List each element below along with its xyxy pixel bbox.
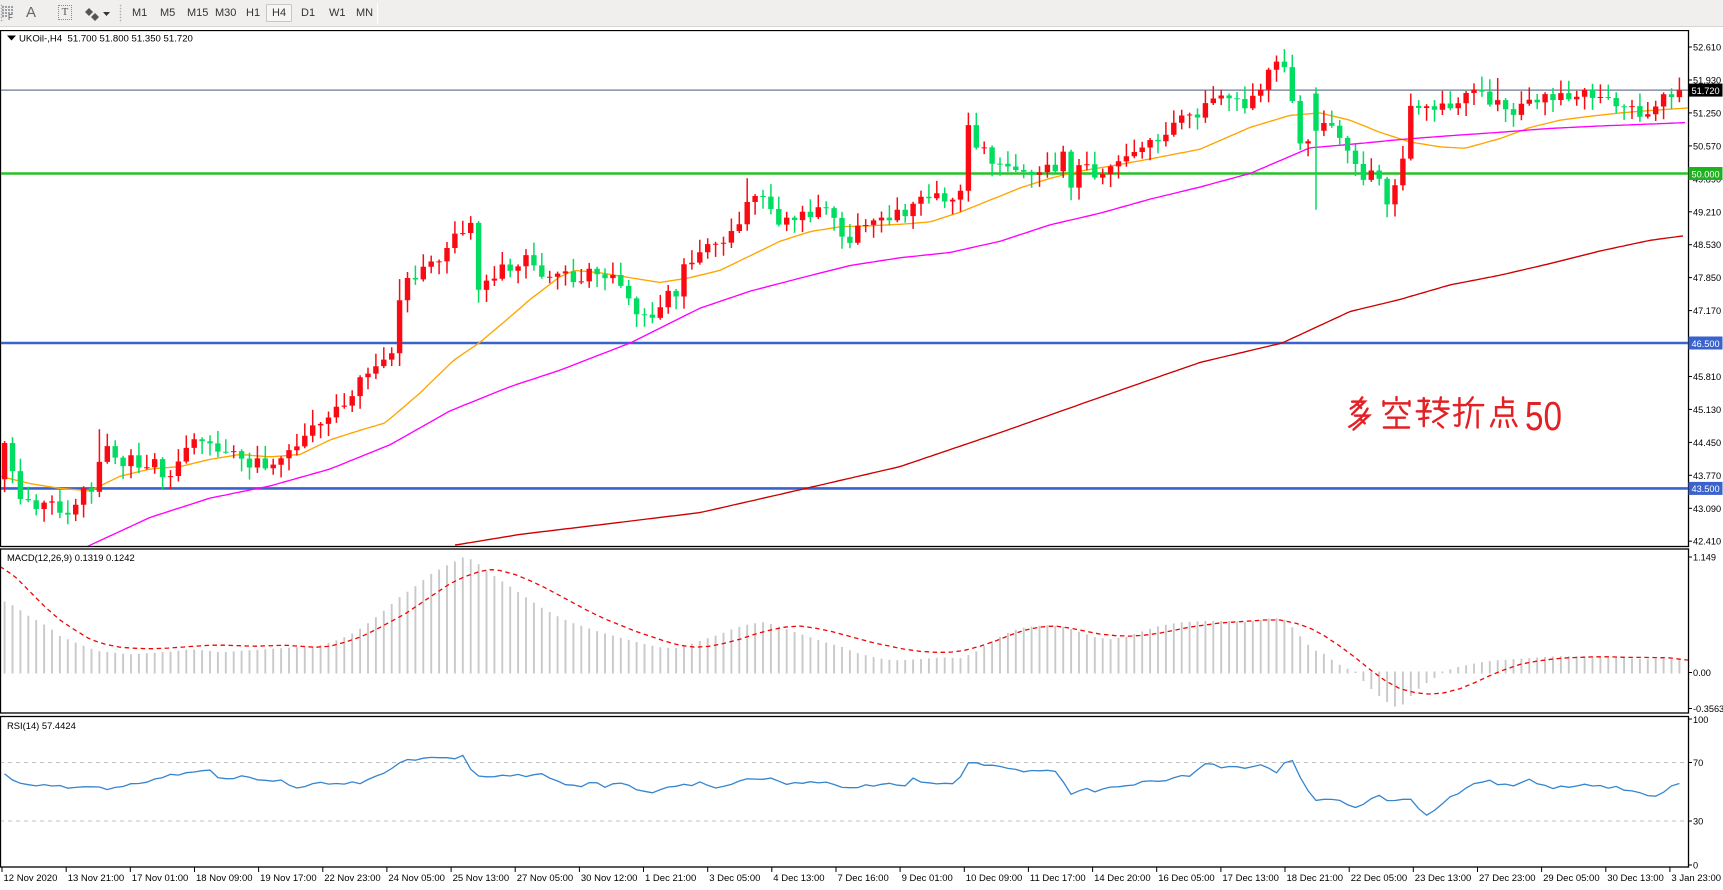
svg-text:10 Dec 09:00: 10 Dec 09:00 — [966, 873, 1023, 884]
svg-text:3 Dec 05:00: 3 Dec 05:00 — [709, 873, 760, 884]
svg-text:22 Dec 05:00: 22 Dec 05:00 — [1351, 873, 1408, 884]
svg-text:11 Dec 17:00: 11 Dec 17:00 — [1030, 873, 1086, 884]
svg-text:16 Dec 05:00: 16 Dec 05:00 — [1158, 873, 1215, 884]
svg-text:50.570: 50.570 — [1693, 141, 1721, 151]
svg-text:13 Nov 21:00: 13 Nov 21:00 — [68, 873, 125, 884]
svg-text:30 Nov 12:00: 30 Nov 12:00 — [581, 873, 638, 884]
svg-text:-0.3563: -0.3563 — [1693, 704, 1723, 714]
svg-text:51.250: 51.250 — [1693, 108, 1721, 118]
svg-text:47.850: 47.850 — [1693, 273, 1721, 283]
svg-text:9 Dec 01:00: 9 Dec 01:00 — [902, 873, 953, 884]
svg-text:24 Nov 05:00: 24 Nov 05:00 — [388, 873, 445, 884]
svg-text:47.170: 47.170 — [1693, 306, 1721, 316]
svg-text:29 Dec 05:00: 29 Dec 05:00 — [1543, 873, 1600, 884]
svg-text:MACD(12,26,9) 0.1319 0.1242: MACD(12,26,9) 0.1319 0.1242 — [7, 552, 135, 563]
svg-text:19 Nov 17:00: 19 Nov 17:00 — [260, 873, 317, 884]
svg-text:51.930: 51.930 — [1693, 76, 1721, 86]
svg-text:51.720: 51.720 — [1692, 86, 1720, 96]
svg-text:27 Dec 23:00: 27 Dec 23:00 — [1479, 873, 1536, 884]
svg-text:18 Nov 09:00: 18 Nov 09:00 — [196, 873, 253, 884]
svg-text:12 Nov 2020: 12 Nov 2020 — [4, 873, 58, 884]
svg-text:25 Nov 13:00: 25 Nov 13:00 — [453, 873, 510, 884]
svg-text:30: 30 — [1693, 817, 1703, 827]
svg-text:F: F — [8, 13, 13, 20]
svg-text:30 Dec 13:00: 30 Dec 13:00 — [1607, 873, 1664, 884]
svg-text:17 Dec 13:00: 17 Dec 13:00 — [1222, 873, 1279, 884]
svg-text:50: 50 — [1525, 393, 1562, 439]
svg-text:42.410: 42.410 — [1693, 537, 1721, 547]
svg-text:45.810: 45.810 — [1693, 372, 1721, 382]
svg-text:1.149: 1.149 — [1693, 553, 1716, 563]
svg-text:22 Nov 23:00: 22 Nov 23:00 — [324, 873, 381, 884]
svg-text:50.000: 50.000 — [1692, 169, 1720, 179]
svg-text:43.090: 43.090 — [1693, 504, 1721, 514]
svg-text:27 Nov 05:00: 27 Nov 05:00 — [517, 873, 574, 884]
svg-text:1 Dec 21:00: 1 Dec 21:00 — [645, 873, 696, 884]
svg-text:100: 100 — [1693, 715, 1708, 725]
svg-text:18 Dec 21:00: 18 Dec 21:00 — [1287, 873, 1344, 884]
svg-text:23 Dec 13:00: 23 Dec 13:00 — [1415, 873, 1472, 884]
svg-text:17 Nov 01:00: 17 Nov 01:00 — [132, 873, 189, 884]
svg-text:3 Jan 23:00: 3 Jan 23:00 — [1671, 873, 1721, 884]
svg-text:RSI(14) 57.4424: RSI(14) 57.4424 — [7, 720, 76, 731]
svg-text:4 Dec 13:00: 4 Dec 13:00 — [773, 873, 824, 884]
svg-text:UKOil-,H4 51.700 51.800 51.35: UKOil-,H4 51.700 51.800 51.350 51.720 — [19, 34, 193, 45]
svg-text:70: 70 — [1693, 758, 1703, 768]
svg-text:49.210: 49.210 — [1693, 207, 1721, 217]
svg-text:14 Dec 20:00: 14 Dec 20:00 — [1094, 873, 1151, 884]
svg-text:43.500: 43.500 — [1692, 484, 1720, 494]
svg-text:0.00: 0.00 — [1693, 668, 1711, 678]
svg-text:48.530: 48.530 — [1693, 240, 1721, 250]
svg-text:7 Dec 16:00: 7 Dec 16:00 — [838, 873, 889, 884]
svg-text:52.610: 52.610 — [1693, 43, 1721, 53]
svg-text:43.770: 43.770 — [1693, 471, 1721, 481]
svg-text:0: 0 — [1693, 861, 1698, 871]
svg-text:44.450: 44.450 — [1693, 438, 1721, 448]
svg-text:46.500: 46.500 — [1692, 339, 1720, 349]
svg-text:45.130: 45.130 — [1693, 405, 1721, 415]
